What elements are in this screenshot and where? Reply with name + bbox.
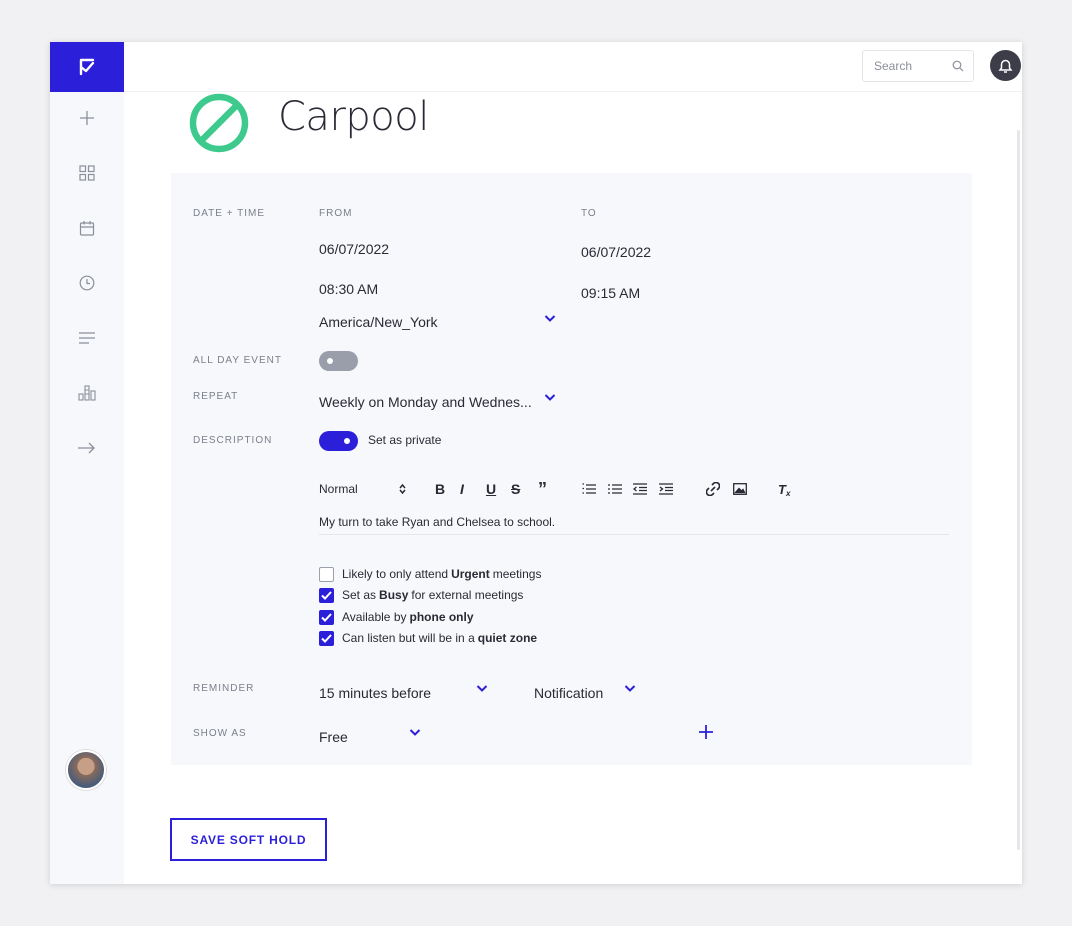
bullet-list-icon[interactable] (608, 478, 622, 500)
show-as-label: SHOW AS (193, 728, 247, 739)
to-date-field[interactable]: 06/07/2022 (581, 244, 652, 260)
app-logo[interactable] (50, 42, 124, 92)
save-soft-hold-button[interactable]: SAVE SOFT HOLD (170, 818, 327, 861)
user-avatar[interactable] (66, 750, 106, 790)
no-entry-icon (189, 93, 249, 153)
arrow-right-icon[interactable] (50, 430, 124, 466)
urgent-checkbox-row[interactable]: Likely to only attend Urgent meetings (319, 565, 541, 583)
editor-toolbar: Normal B I U S ” (319, 478, 799, 500)
search-input[interactable]: Search (862, 50, 974, 82)
link-icon[interactable] (706, 478, 720, 500)
reminder-type-select[interactable]: Notification (534, 685, 604, 701)
show-as-chevron-down-icon[interactable] (409, 728, 421, 737)
list-icon[interactable] (50, 320, 124, 356)
scrollbar[interactable] (1017, 130, 1020, 850)
notifications-button[interactable] (990, 50, 1021, 81)
add-icon[interactable] (50, 100, 124, 136)
dashboard-grid-icon[interactable] (50, 155, 124, 191)
indent-icon[interactable] (659, 478, 673, 500)
checkmark-icon (321, 633, 332, 643)
image-icon[interactable] (733, 478, 747, 500)
reminder-time-select[interactable]: 15 minutes before (319, 685, 432, 701)
quiet-zone-checkbox-row[interactable]: Can listen but will be in a quiet zone (319, 629, 540, 647)
quote-icon[interactable]: ” (538, 478, 547, 499)
from-date-field[interactable]: 06/07/2022 (319, 241, 390, 257)
app-window: Search Carpool DATE + TIME FROM TO 06/07… (50, 42, 1022, 884)
underline-icon[interactable]: U (486, 481, 497, 497)
reminder-time-chevron-down-icon[interactable] (476, 684, 488, 693)
calendar-icon[interactable] (50, 210, 124, 246)
description-editor[interactable]: My turn to take Ryan and Chelsea to scho… (319, 515, 949, 535)
clock-icon[interactable] (50, 265, 124, 301)
description-label: DESCRIPTION (193, 435, 273, 446)
event-details-panel: DATE + TIME FROM TO 06/07/2022 06/07/202… (171, 173, 972, 765)
repeat-label: REPEAT (193, 391, 239, 402)
from-time-field[interactable]: 08:30 AM (319, 281, 379, 297)
to-label: TO (581, 208, 597, 219)
repeat-select[interactable]: Weekly on Monday and Wednes... (319, 394, 532, 410)
date-time-label: DATE + TIME (193, 208, 266, 219)
analytics-icon[interactable] (50, 375, 124, 411)
logo-icon (79, 58, 95, 76)
format-chevron-icon[interactable] (399, 478, 406, 500)
timezone-select[interactable]: America/New_York (319, 314, 438, 330)
private-label: Set as private (368, 433, 442, 447)
strikethrough-icon[interactable]: S (511, 481, 521, 497)
checkbox[interactable] (319, 566, 334, 582)
top-bar: Search (124, 42, 1022, 92)
from-label: FROM (319, 208, 353, 219)
page-title: Carpool (278, 94, 429, 140)
search-icon (952, 60, 964, 72)
all-day-toggle[interactable] (319, 351, 358, 371)
format-select[interactable]: Normal (319, 482, 358, 496)
checkmark-icon (321, 590, 332, 600)
bold-icon[interactable]: B (435, 481, 446, 497)
checkbox[interactable] (319, 587, 334, 603)
show-as-select[interactable]: Free (319, 729, 348, 745)
reminder-label: REMINDER (193, 683, 255, 694)
timezone-chevron-down-icon[interactable] (544, 314, 556, 323)
busy-checkbox-row[interactable]: Set as Busy for external meetings (319, 586, 523, 604)
italic-icon[interactable]: I (460, 481, 464, 497)
reminder-type-chevron-down-icon[interactable] (624, 684, 636, 693)
ordered-list-icon[interactable] (582, 478, 596, 500)
outdent-icon[interactable] (633, 478, 647, 500)
search-placeholder: Search (874, 59, 913, 73)
phone-checkbox-row[interactable]: Available by phone only (319, 608, 477, 626)
add-reminder-icon[interactable] (699, 725, 713, 739)
all-day-label: ALL DAY EVENT (193, 355, 282, 366)
repeat-chevron-down-icon[interactable] (544, 393, 556, 402)
checkbox[interactable] (319, 609, 334, 625)
to-time-field[interactable]: 09:15 AM (581, 285, 641, 301)
private-toggle[interactable] (319, 431, 358, 451)
checkbox[interactable] (319, 630, 334, 646)
sidebar (50, 42, 124, 884)
bell-icon (998, 59, 1013, 73)
checkmark-icon (321, 612, 332, 622)
